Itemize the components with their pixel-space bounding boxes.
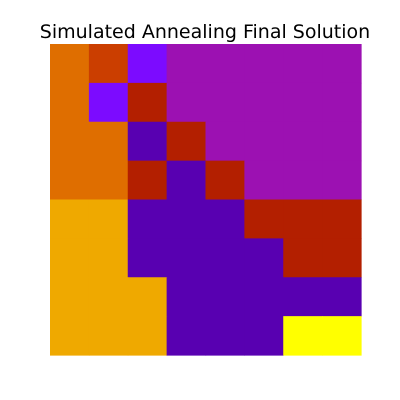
heatmap-cell-r1-c0: [50, 83, 89, 122]
heatmap-cell-r4-c3: [167, 200, 206, 239]
heatmap-cell-r0-c1: [89, 44, 128, 83]
heatmap-cell-r4-c2: [128, 200, 167, 239]
heatmap-cell-r7-c5: [244, 316, 283, 355]
heatmap-cell-r7-c6: [283, 316, 322, 355]
heatmap-cell-r3-c2: [128, 161, 167, 200]
heatmap-cell-r6-c1: [89, 277, 128, 316]
heatmap-cell-r4-c1: [89, 200, 128, 239]
heatmap-cell-r0-c3: [167, 44, 206, 83]
heatmap-cell-r1-c5: [244, 83, 283, 122]
heatmap-cells: [50, 44, 362, 356]
heatmap-cell-r1-c3: [167, 83, 206, 122]
heatmap-cell-r1-c6: [283, 83, 322, 122]
heatmap-cell-r4-c7: [322, 200, 361, 239]
heatmap-cell-r0-c2: [128, 44, 167, 83]
heatmap-cell-r3-c1: [89, 161, 128, 200]
heatmap-cell-r3-c6: [283, 161, 322, 200]
heatmap-cell-r5-c2: [128, 238, 167, 277]
heatmap-cell-r2-c3: [167, 122, 206, 161]
heatmap-cell-r4-c6: [283, 200, 322, 239]
heatmap-cell-r3-c5: [244, 161, 283, 200]
heatmap-cell-r1-c1: [89, 83, 128, 122]
heatmap-cell-r7-c2: [128, 316, 167, 355]
chart-title: Simulated Annealing Final Solution: [40, 21, 370, 43]
heatmap-cell-r4-c5: [244, 200, 283, 239]
heatmap-cell-r6-c0: [50, 277, 89, 316]
heatmap-cell-r0-c0: [50, 44, 89, 83]
heatmap-cell-r6-c2: [128, 277, 167, 316]
heatmap-cell-r4-c4: [206, 200, 245, 239]
heatmap-cell-r0-c7: [322, 44, 361, 83]
heatmap-cell-r5-c1: [89, 238, 128, 277]
heatmap-cell-r5-c3: [167, 238, 206, 277]
heatmap-cell-r5-c4: [206, 238, 245, 277]
heatmap-cell-r6-c4: [206, 277, 245, 316]
heatmap-cell-r6-c7: [322, 277, 361, 316]
heatmap-cell-r5-c5: [244, 238, 283, 277]
heatmap-cell-r1-c7: [322, 83, 361, 122]
heatmap-cell-r1-c2: [128, 83, 167, 122]
heatmap-cell-r0-c5: [244, 44, 283, 83]
heatmap-cell-r2-c7: [322, 122, 361, 161]
heatmap-cell-r3-c0: [50, 161, 89, 200]
heatmap-cell-r2-c5: [244, 122, 283, 161]
heatmap-cell-r2-c4: [206, 122, 245, 161]
heatmap-cell-r7-c0: [50, 316, 89, 355]
heatmap-cell-r3-c3: [167, 161, 206, 200]
heatmap-cell-r5-c7: [322, 238, 361, 277]
heatmap-cell-r7-c1: [89, 316, 128, 355]
heatmap-cell-r0-c6: [283, 44, 322, 83]
heatmap-cell-r1-c4: [206, 83, 245, 122]
heatmap-cell-r4-c0: [50, 200, 89, 239]
heatmap-cell-r6-c5: [244, 277, 283, 316]
heatmap-cell-r7-c4: [206, 316, 245, 355]
heatmap-cell-r2-c2: [128, 122, 167, 161]
heatmap-cell-r2-c6: [283, 122, 322, 161]
heatmap-cell-r5-c0: [50, 238, 89, 277]
heatmap-cell-r7-c3: [167, 316, 206, 355]
heatmap-cell-r5-c6: [283, 238, 322, 277]
heatmap-cell-r3-c7: [322, 161, 361, 200]
heatmap-cell-r6-c6: [283, 277, 322, 316]
heatmap-cell-r3-c4: [206, 161, 245, 200]
heatmap-cell-r0-c4: [206, 44, 245, 83]
heatmap-cell-r7-c7: [322, 316, 361, 355]
heatmap-cell-r2-c1: [89, 122, 128, 161]
heatmap-cell-r2-c0: [50, 122, 89, 161]
heatmap-cell-r6-c3: [167, 277, 206, 316]
